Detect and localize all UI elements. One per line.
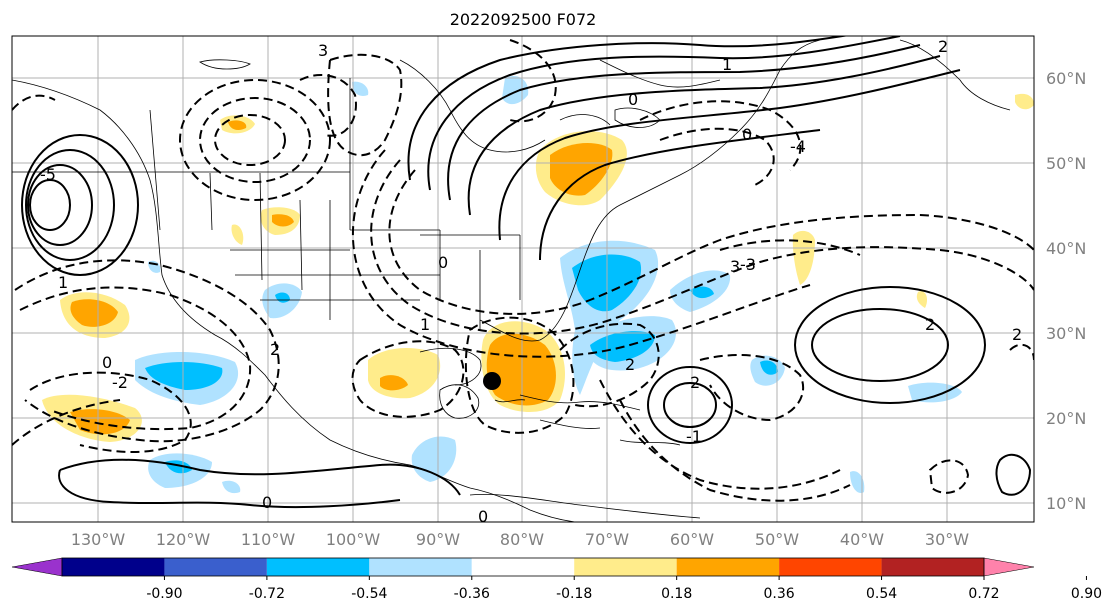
contour-label: 2 — [1012, 325, 1022, 344]
lon-label: 120°W — [156, 530, 211, 549]
colorbar-label: -0.72 — [249, 586, 285, 602]
shade-positive-atlantic-2 — [1015, 93, 1034, 110]
shade-positive-pacific-1-core — [70, 299, 118, 327]
storm-center-dot — [483, 372, 501, 390]
shade-negative-plains — [352, 81, 369, 96]
lat-label: 10°N — [1046, 494, 1086, 513]
contour-label: 0 — [262, 493, 272, 512]
shade-positive-atlantic-3 — [916, 291, 928, 308]
shading-layer — [42, 75, 1034, 494]
map-title: 2022092500 F072 — [450, 10, 597, 29]
colorbar-label: 0.90 — [1071, 586, 1102, 602]
colorbar-label: -0.36 — [454, 586, 490, 602]
contour-label: 3 — [730, 257, 740, 276]
shade-positive-gulf-storm-core — [486, 333, 556, 406]
shade-positive-pacific-2-core — [70, 409, 130, 435]
contour-label: 2 — [925, 315, 935, 334]
lat-label: 50°N — [1046, 154, 1086, 173]
colorbar-swatch — [676, 558, 780, 576]
lat-label: 60°N — [1046, 69, 1086, 88]
shade-positive-gulf-west-core — [380, 375, 408, 391]
contour-label: -3 — [740, 255, 756, 274]
contours-negative — [12, 39, 1034, 502]
map-panel: 3 2 1 0 -1 -2 -3 -4 -5 1 0 2 2 2 2 0 0 0… — [11, 35, 1035, 526]
contour-label: 2 — [690, 373, 700, 392]
colorbar-frame — [61, 557, 985, 577]
coastlines — [12, 39, 1011, 522]
colorbar-label: -0.18 — [556, 586, 592, 602]
shade-positive-rockies-core — [272, 214, 294, 227]
contour-label: 1 — [722, 55, 732, 74]
colorbar-swatch — [369, 558, 472, 576]
contour-label: -1 — [686, 427, 702, 446]
lon-label: 80°W — [500, 530, 544, 549]
contour-label: 2 — [625, 355, 635, 374]
shade-positive-atlantic-1 — [792, 230, 815, 285]
colorbar-swatch — [471, 558, 575, 576]
lon-label: 130°W — [71, 530, 126, 549]
colorbar-swatch — [574, 558, 677, 576]
lon-label: 90°W — [416, 530, 460, 549]
lon-label: 100°W — [326, 530, 381, 549]
contour-label: 0 — [478, 507, 488, 526]
colorbar-label: 0.72 — [968, 586, 999, 602]
shade-positive-small-west — [231, 224, 244, 245]
shade-negative-east-atlantic — [908, 382, 962, 403]
colorbar-label: 0.18 — [661, 586, 692, 602]
lon-label: 50°W — [755, 530, 799, 549]
longitude-labels: 130°W 120°W 110°W 100°W 90°W 80°W 70°W 60°W 50°W… — [71, 530, 969, 549]
contour-label: 2 — [270, 340, 280, 359]
colorbar-label: -0.90 — [146, 586, 182, 602]
colorbar-label: 0.54 — [866, 586, 897, 602]
lat-label: 30°N — [1046, 324, 1086, 343]
contour-label: 2 — [938, 37, 948, 56]
colorbar-extend-min — [11, 557, 63, 577]
colorbar-label: 0.36 — [764, 586, 795, 602]
map-frame — [11, 35, 1035, 523]
colorbar-swatch — [164, 558, 267, 576]
contour-label: 0 — [102, 353, 112, 372]
contour-label: -5 — [40, 165, 56, 184]
shade-negative-far-south — [850, 471, 865, 494]
contour-label: -4 — [790, 137, 806, 156]
shade-positive-canada-core — [228, 120, 247, 130]
contour-label: 0 — [628, 90, 638, 109]
contour-label: -2 — [112, 373, 128, 392]
contour-label: 1 — [58, 273, 68, 292]
lon-label: 60°W — [670, 530, 714, 549]
lat-label: 20°N — [1046, 409, 1086, 428]
contours-positive — [21, 36, 1032, 509]
shade-negative-central-america — [411, 436, 457, 482]
colorbar-swatch — [881, 558, 984, 576]
lon-label: 40°W — [840, 530, 884, 549]
contour-label: 1 — [420, 315, 430, 334]
colorbar: -0.90 -0.72 -0.54 -0.36 -0.18 0.18 0.36 0.54 0.7… — [11, 557, 1102, 602]
shade-negative-pacific-tropics-core — [145, 362, 223, 390]
lon-label: 70°W — [585, 530, 629, 549]
lat-label: 40°N — [1046, 239, 1086, 258]
contour-label: 0 — [742, 125, 752, 144]
shade-negative-atlantic-lobe-core — [690, 286, 714, 299]
contour-label: 0 — [438, 253, 448, 272]
colorbar-extend-max — [983, 557, 1035, 577]
graticule — [12, 36, 1034, 522]
lon-label: 30°W — [925, 530, 969, 549]
latitude-labels: 60°N 50°N 40°N 30°N 20°N 10°N — [1046, 69, 1086, 513]
contour-labels: 3 2 1 0 -1 -2 -3 -4 -5 1 0 2 2 2 2 0 0 0… — [40, 37, 1022, 526]
contour-label: 3 — [318, 41, 328, 60]
colorbar-label: -0.54 — [351, 586, 387, 602]
colorbar-swatch — [266, 558, 370, 576]
colorbar-swatch — [62, 558, 165, 576]
shade-negative-mid-atlantic-core — [760, 360, 778, 375]
lon-label: 110°W — [241, 530, 296, 549]
shade-negative-small-pac — [222, 480, 241, 494]
shade-positive-northeast-core — [550, 143, 613, 196]
colorbar-swatch — [779, 558, 882, 576]
